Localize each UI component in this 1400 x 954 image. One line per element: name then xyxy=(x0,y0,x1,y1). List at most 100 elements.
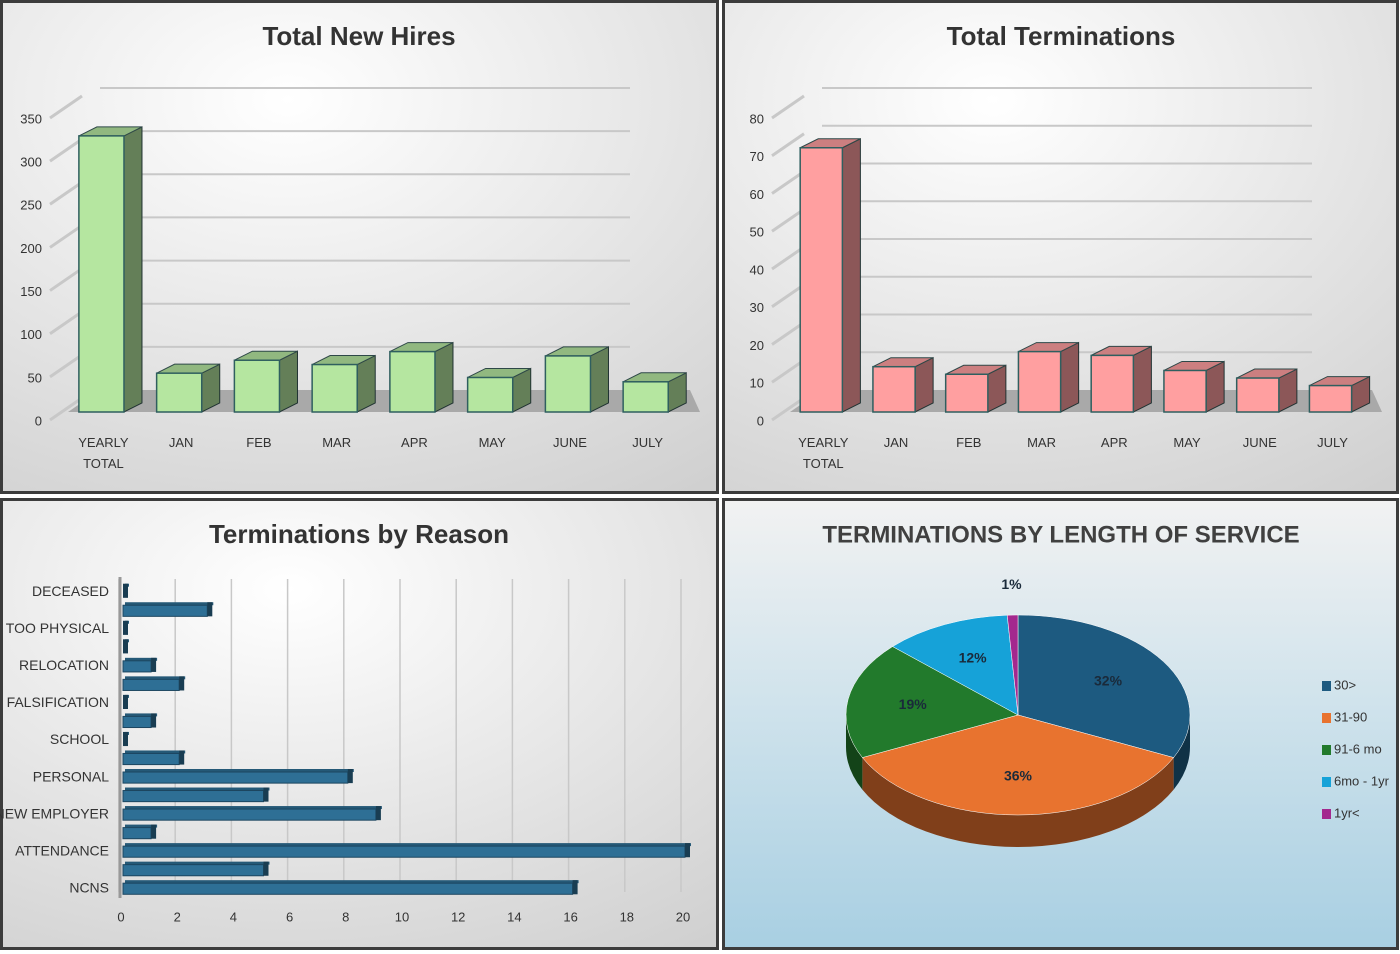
x-tick-label-box: FEB xyxy=(956,435,982,450)
y-tick-label: NCNS xyxy=(69,879,109,895)
bar xyxy=(389,350,436,413)
bar xyxy=(1163,369,1207,413)
tick-wall xyxy=(49,137,83,163)
y-tick-label: 0 xyxy=(757,413,764,428)
x-tick-label: FEB xyxy=(246,435,272,450)
data-label: 36% xyxy=(1004,768,1033,784)
bar xyxy=(122,660,152,673)
tick-wall xyxy=(49,267,83,292)
bar-end xyxy=(179,676,185,691)
slice xyxy=(861,714,1175,816)
x-tick-label-box: MAY xyxy=(1173,435,1200,450)
bar-side xyxy=(841,137,861,413)
data-label: 32% xyxy=(1094,672,1123,688)
x-tick-label-box: JULY xyxy=(632,435,664,450)
x-tick-label: YEARLY TOTAL xyxy=(78,435,129,471)
tick-wall xyxy=(49,353,83,379)
legend-swatch xyxy=(1322,777,1331,787)
bar-end xyxy=(123,731,128,747)
chart-title: Terminations by Reason xyxy=(209,519,509,549)
bar xyxy=(122,752,180,766)
bar-top xyxy=(125,602,214,606)
x-tick-label: MAR xyxy=(1027,435,1056,450)
bar-side xyxy=(1132,345,1152,413)
legend-label: 6mo - 1yr xyxy=(1334,773,1390,788)
bar-top xyxy=(125,769,354,772)
bar xyxy=(1017,350,1062,413)
x-tick-label-box: JAN xyxy=(168,435,194,450)
y-tick-label: 200 xyxy=(20,241,42,256)
bar-end xyxy=(347,769,353,784)
slice-side xyxy=(846,715,863,790)
x-tick-label-box: JUNE xyxy=(552,435,587,450)
bar xyxy=(122,771,349,784)
bar-top xyxy=(125,750,186,754)
bar xyxy=(944,373,989,413)
x-tick-label-box: MAR xyxy=(1027,435,1056,450)
y-tick-label: PERSONAL xyxy=(33,768,109,784)
y-tick-label: 50 xyxy=(28,370,42,385)
x-tick-label-box: APR xyxy=(401,435,428,450)
tick-wall xyxy=(49,224,83,249)
bar-end xyxy=(151,657,157,672)
x-tick-label: 2 xyxy=(174,909,181,924)
bar xyxy=(155,372,203,413)
bar-side xyxy=(278,350,298,413)
legend-label: 1yr< xyxy=(1334,805,1360,820)
bar-top xyxy=(125,861,270,865)
bar-end xyxy=(179,750,185,765)
x-tick-label: 16 xyxy=(563,909,577,924)
legend-label: 31-90 xyxy=(1334,709,1367,724)
bar xyxy=(122,827,152,840)
tick-wall xyxy=(49,94,83,120)
bar xyxy=(799,147,844,413)
y-tick-label: RELOCATION xyxy=(19,657,109,673)
tick-wall xyxy=(771,283,805,308)
x-tick-label-box: JAN xyxy=(884,435,909,450)
bar-end xyxy=(151,824,157,839)
bar-end xyxy=(572,880,578,895)
x-tick-label-box: YEARLY TOTAL xyxy=(798,435,848,471)
bar-end xyxy=(375,806,381,821)
y-tick-label: 40 xyxy=(750,262,764,277)
x-tick-label: JUNE xyxy=(552,435,587,450)
x-tick-label: 12 xyxy=(451,909,465,924)
bar xyxy=(122,678,180,691)
bar xyxy=(1090,354,1135,413)
x-tick-label: 18 xyxy=(620,909,634,924)
y-tick-label: 20 xyxy=(750,338,764,353)
x-tick-label-box: YEARLY TOTAL xyxy=(78,435,129,471)
bar-top xyxy=(125,657,158,661)
slice xyxy=(892,614,1019,716)
bar-end xyxy=(263,861,269,876)
bar xyxy=(1235,377,1280,413)
x-tick-label: APR xyxy=(1100,435,1128,450)
bar xyxy=(78,135,125,413)
bar xyxy=(122,790,264,803)
bar-top xyxy=(125,824,158,828)
tick-wall xyxy=(49,310,83,335)
legend-swatch xyxy=(1322,745,1331,755)
x-tick-label: JAN xyxy=(168,435,194,450)
legend-swatch xyxy=(1322,681,1331,691)
tick-wall xyxy=(771,359,805,384)
y-tick-label: NEW EMPLOYER xyxy=(0,805,109,821)
bar-top xyxy=(125,713,158,717)
bar-top xyxy=(125,676,186,680)
y-tick-label: TOO PHYSICAL xyxy=(6,620,109,636)
tick-wall xyxy=(771,94,805,120)
bar xyxy=(872,365,916,413)
x-tick-label: FEB xyxy=(956,435,982,450)
bar-top xyxy=(125,880,579,884)
y-tick-label: 0 xyxy=(35,413,42,428)
bar xyxy=(1308,384,1353,413)
x-tick-label-box: FEB xyxy=(246,435,272,450)
bar xyxy=(122,808,377,821)
x-tick-label: JULY xyxy=(632,435,664,450)
bar-side xyxy=(1060,341,1080,413)
bar-top xyxy=(125,843,691,847)
bar-end xyxy=(123,620,128,635)
x-tick-label-box: JUNE xyxy=(1243,435,1277,450)
bar xyxy=(122,845,686,858)
